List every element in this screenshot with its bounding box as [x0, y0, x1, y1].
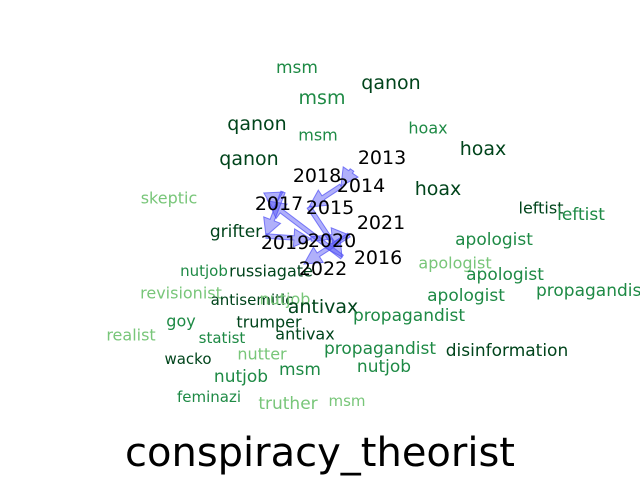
year-label: 2015	[306, 197, 354, 219]
neighbor-word: propagandist	[353, 306, 465, 326]
neighbor-word: revisionist	[140, 284, 222, 303]
neighbor-word: truther	[258, 394, 317, 414]
neighbor-word: antivax	[275, 325, 334, 344]
neighbor-word: hoax	[460, 138, 507, 160]
neighbor-word: apologist	[466, 265, 544, 285]
neighbor-word: hoax	[415, 178, 462, 200]
year-label: 2022	[299, 258, 347, 280]
year-label: 2013	[358, 147, 406, 169]
neighbor-word: msm	[299, 87, 346, 109]
neighbor-word: leftist	[519, 199, 564, 218]
year-label: 2016	[354, 247, 402, 269]
chart-title: conspiracy_theorist	[125, 430, 515, 476]
neighbor-word: goy	[166, 312, 195, 331]
year-label: 2019	[261, 232, 309, 254]
trajectory-arrow	[263, 190, 286, 237]
neighbor-word: apologist	[427, 286, 505, 306]
neighbor-word: disinformation	[446, 341, 569, 361]
neighbor-word: leftist	[557, 205, 605, 225]
neighbor-word: msm	[279, 360, 321, 380]
neighbor-word: msm	[298, 126, 338, 145]
neighbor-word: msm	[276, 58, 318, 78]
neighbor-word: hoax	[408, 119, 447, 138]
neighbor-words-layer: msm qanon msm qanon msm hoax qanon hoax hoax skep…	[106, 58, 640, 414]
neighbor-word: antivax	[288, 296, 359, 318]
neighbor-word: wacko	[164, 350, 211, 368]
neighbor-word: feminazi	[177, 388, 241, 406]
neighbor-word: nutjob	[180, 262, 228, 280]
trajectory-arrow	[265, 228, 313, 248]
neighbor-word: apologist	[418, 254, 491, 273]
neighbor-word: propagandist	[324, 339, 436, 359]
neighbor-word: qanon	[361, 72, 420, 94]
year-label: 2017	[255, 193, 303, 215]
neighbor-word: grifter	[210, 222, 262, 242]
neighbor-word: qanon	[219, 148, 278, 170]
neighbor-word: russiagate	[229, 262, 313, 281]
trajectory-arrow	[310, 227, 351, 247]
trajectory-arrow	[262, 191, 284, 210]
neighbor-word: antisemitic	[211, 291, 294, 309]
neighbor-word: apologist	[455, 230, 533, 250]
year-label: 2018	[293, 165, 341, 187]
neighbor-word: nutjob	[260, 290, 311, 309]
year-label: 2021	[357, 212, 405, 234]
neighbor-word: msm	[328, 392, 365, 410]
neighbor-word: qanon	[227, 113, 286, 135]
trajectory-arrows-layer	[262, 166, 359, 265]
trajectory-arrow	[308, 183, 343, 208]
neighbor-word: skeptic	[141, 189, 198, 208]
neighbor-word: propagandist	[536, 281, 640, 301]
year-label: 2014	[337, 175, 385, 197]
neighbor-word: realist	[106, 326, 155, 345]
neighbor-word: trumper	[236, 313, 302, 332]
neighbor-word: nutter	[237, 345, 287, 364]
neighbor-word: nutjob	[357, 357, 411, 377]
neighbor-word: statist	[199, 329, 246, 347]
trajectory-arrow	[303, 232, 351, 265]
trajectory-arrow	[340, 166, 359, 187]
neighbor-word: nutjob	[214, 367, 268, 387]
year-label: 2020	[308, 230, 356, 252]
trajectory-arrow	[267, 200, 344, 260]
